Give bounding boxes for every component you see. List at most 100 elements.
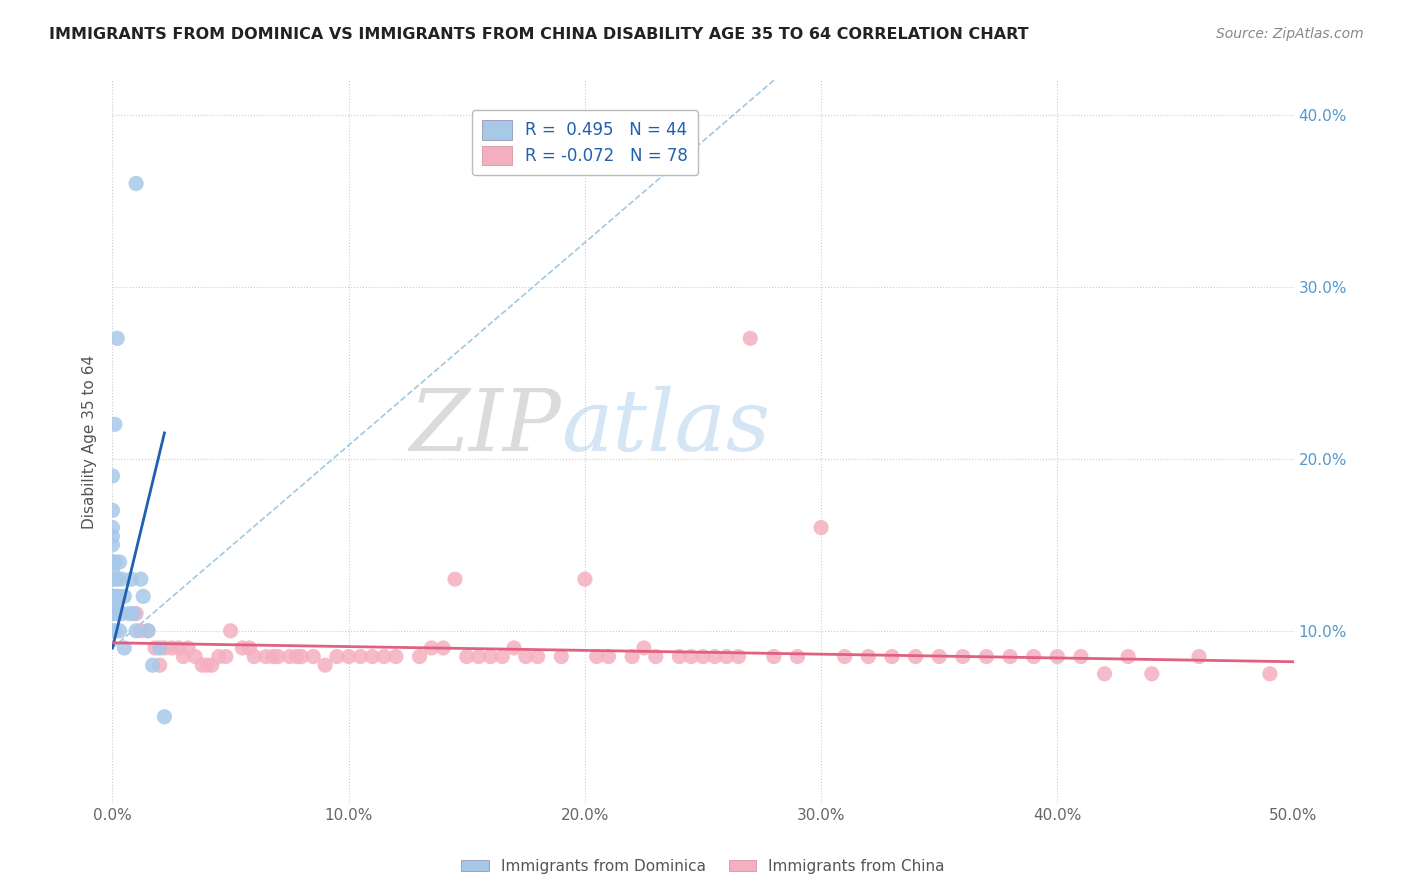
Legend: Immigrants from Dominica, Immigrants from China: Immigrants from Dominica, Immigrants fro… xyxy=(456,853,950,880)
Point xyxy=(132,590,155,604)
Point xyxy=(111,572,134,586)
Point xyxy=(681,649,703,664)
Point xyxy=(208,649,231,664)
Point xyxy=(550,649,572,664)
Point xyxy=(112,590,135,604)
Y-axis label: Disability Age 35 to 64: Disability Age 35 to 64 xyxy=(82,354,97,529)
Point xyxy=(858,649,880,664)
Point xyxy=(703,649,725,664)
Point xyxy=(195,658,218,673)
Point xyxy=(408,649,430,664)
Point xyxy=(633,640,655,655)
Point xyxy=(167,640,190,655)
Point xyxy=(243,649,266,664)
Point xyxy=(105,590,128,604)
Point xyxy=(104,624,127,638)
Point xyxy=(101,607,124,621)
Point xyxy=(108,590,131,604)
Point xyxy=(104,590,127,604)
Point xyxy=(149,658,172,673)
Point xyxy=(621,649,644,664)
Point xyxy=(285,649,308,664)
Point xyxy=(101,520,124,534)
Point xyxy=(101,469,124,483)
Text: Source: ZipAtlas.com: Source: ZipAtlas.com xyxy=(1216,27,1364,41)
Point xyxy=(574,572,596,586)
Point xyxy=(998,649,1021,664)
Point xyxy=(104,598,127,612)
Point xyxy=(349,649,371,664)
Point xyxy=(125,177,148,191)
Point xyxy=(1116,649,1139,664)
Point xyxy=(302,649,325,664)
Point xyxy=(267,649,290,664)
Point xyxy=(1258,666,1281,681)
Point xyxy=(120,572,142,586)
Point xyxy=(112,640,135,655)
Point xyxy=(598,649,620,664)
Point xyxy=(254,649,277,664)
Point xyxy=(108,555,131,569)
Point xyxy=(101,529,124,543)
Point xyxy=(101,590,124,604)
Point xyxy=(104,572,127,586)
Point xyxy=(142,658,165,673)
Point xyxy=(219,624,242,638)
Point xyxy=(125,607,148,621)
Point xyxy=(125,624,148,638)
Point xyxy=(105,331,128,345)
Point xyxy=(762,649,785,664)
Point xyxy=(153,640,176,655)
Point xyxy=(278,649,301,664)
Point xyxy=(880,649,903,664)
Point xyxy=(456,649,478,664)
Point xyxy=(129,624,152,638)
Point xyxy=(1094,666,1116,681)
Point xyxy=(361,649,384,664)
Point xyxy=(101,572,124,586)
Point xyxy=(122,607,145,621)
Point xyxy=(373,649,395,664)
Point xyxy=(101,590,124,604)
Point xyxy=(215,649,238,664)
Point xyxy=(668,649,690,664)
Point xyxy=(238,640,260,655)
Text: ZIP: ZIP xyxy=(409,385,561,468)
Point xyxy=(515,649,537,664)
Point xyxy=(810,520,832,534)
Point xyxy=(136,624,159,638)
Point xyxy=(101,555,124,569)
Point xyxy=(111,607,134,621)
Point xyxy=(104,417,127,432)
Point xyxy=(467,649,489,664)
Point xyxy=(444,572,467,586)
Point xyxy=(740,331,762,345)
Point xyxy=(101,564,124,578)
Point xyxy=(491,649,513,664)
Point xyxy=(101,598,124,612)
Point xyxy=(716,649,738,664)
Text: IMMIGRANTS FROM DOMINICA VS IMMIGRANTS FROM CHINA DISABILITY AGE 35 TO 64 CORREL: IMMIGRANTS FROM DOMINICA VS IMMIGRANTS F… xyxy=(49,27,1029,42)
Point xyxy=(1140,666,1163,681)
Point xyxy=(129,572,152,586)
Point xyxy=(928,649,950,664)
Point xyxy=(420,640,443,655)
Point xyxy=(1046,649,1069,664)
Point xyxy=(385,649,408,664)
Point xyxy=(101,503,124,517)
Point xyxy=(104,555,127,569)
Point xyxy=(105,572,128,586)
Point xyxy=(101,555,124,569)
Point xyxy=(290,649,312,664)
Legend: R =  0.495   N = 44, R = -0.072   N = 78: R = 0.495 N = 44, R = -0.072 N = 78 xyxy=(472,111,697,176)
Point xyxy=(108,624,131,638)
Point xyxy=(904,649,927,664)
Point xyxy=(479,649,502,664)
Point xyxy=(184,649,207,664)
Point xyxy=(976,649,998,664)
Point xyxy=(201,658,224,673)
Point xyxy=(160,640,183,655)
Point xyxy=(136,624,159,638)
Point xyxy=(432,640,454,655)
Point xyxy=(262,649,284,664)
